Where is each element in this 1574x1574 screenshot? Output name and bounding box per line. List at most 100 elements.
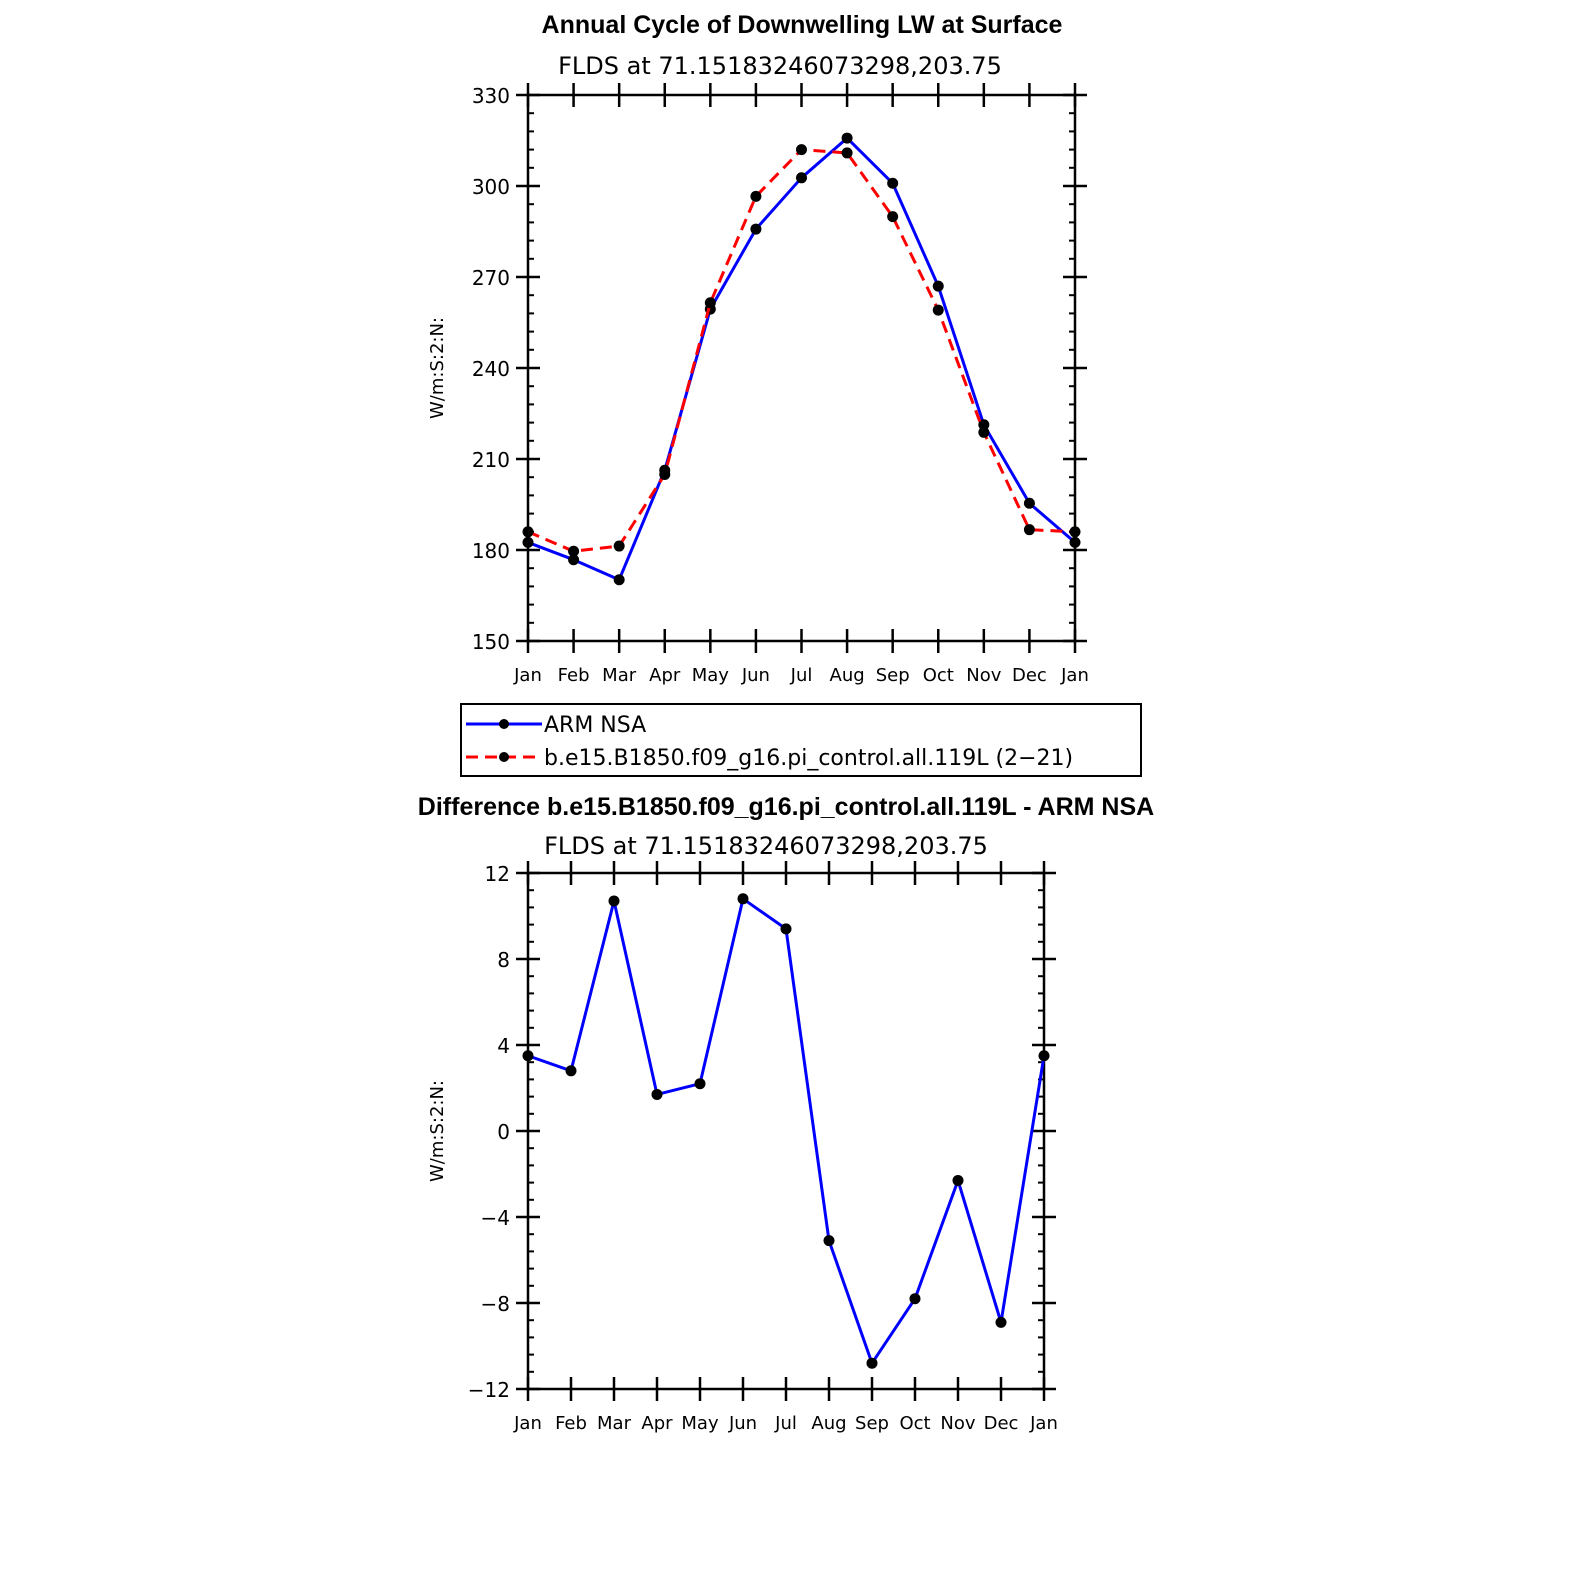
series-line-1 [527, 148, 1076, 553]
x-tick-label: Aug [811, 1413, 846, 1434]
data-point [750, 190, 762, 202]
data-point [613, 574, 625, 586]
legend-marker-arm-nsa [499, 719, 509, 729]
y-tick-label: 4 [497, 1034, 510, 1058]
y-tick-label: −8 [481, 1292, 510, 1316]
x-tick-label: Jul [774, 1413, 797, 1434]
data-point [995, 1316, 1007, 1328]
data-point [887, 211, 899, 223]
data-point [651, 1088, 663, 1100]
data-point [866, 1357, 878, 1369]
data-point [613, 540, 625, 552]
axis-ticks: Jan Feb Mar Apr May Jun Jul Aug Sep Oct Nov Dec Jan−… [468, 861, 1058, 1434]
y-tick-label: 0 [497, 1120, 510, 1144]
chart-subtitle: FLDS at 71.15183246073298,203.75 [544, 832, 988, 860]
chart-title: Difference b.e15.B1850.f09_g16.pi_contro… [418, 793, 1154, 821]
data-point [823, 1235, 835, 1247]
series-group [522, 132, 1081, 586]
x-tick-label: Jul [790, 665, 813, 686]
x-tick-label: Aug [830, 665, 865, 686]
legend-box [460, 703, 1142, 777]
y-tick-label: 8 [497, 948, 510, 972]
data-point [750, 223, 762, 235]
x-tick-label: May [692, 665, 730, 686]
x-tick-label: Oct [923, 665, 954, 686]
chart-subtitle: FLDS at 71.15183246073298,203.75 [558, 52, 1002, 80]
x-tick-label: Feb [558, 665, 590, 686]
data-point [978, 426, 990, 438]
x-tick-label: Sep [876, 665, 910, 686]
annual-cycle-chart: Annual Cycle of Downwelling LW at Surfac… [427, 11, 1089, 686]
y-tick-label: 150 [472, 630, 510, 654]
data-point [1023, 524, 1035, 536]
data-point [522, 536, 534, 548]
data-point [565, 1065, 577, 1077]
data-point [841, 147, 853, 159]
data-point [887, 177, 899, 189]
data-point [1069, 536, 1081, 548]
data-point [1023, 497, 1035, 509]
data-point [796, 172, 807, 184]
data-point [608, 895, 620, 907]
x-tick-label: Jun [741, 665, 770, 686]
y-tick-label: 180 [472, 539, 510, 563]
data-point [796, 144, 807, 156]
data-point [841, 132, 853, 144]
chart-title: Annual Cycle of Downwelling LW at Surfac… [542, 11, 1063, 39]
x-tick-label: Jan [513, 1413, 542, 1434]
x-tick-label: Nov [966, 665, 1001, 686]
x-tick-label: Mar [602, 665, 637, 686]
x-tick-label: Apr [641, 1413, 673, 1434]
data-point [780, 923, 792, 935]
y-axis-label: W/m:S:2:N: [427, 317, 448, 419]
axis-ticks: Jan Feb Mar Apr May Jun Jul Aug Sep Oct Nov Dec Jan1… [472, 83, 1089, 686]
series-line-0 [527, 136, 1076, 582]
x-tick-label: Jan [513, 665, 542, 686]
data-point [932, 304, 944, 316]
y-tick-label: 270 [472, 266, 510, 290]
y-tick-label: 240 [472, 357, 510, 381]
x-tick-label: Jan [1029, 1413, 1058, 1434]
y-tick-label: 330 [472, 84, 510, 108]
data-point [704, 297, 716, 309]
x-tick-label: Feb [555, 1413, 587, 1434]
series-group [522, 893, 1050, 1369]
legend: ARM NSA b.e15.B1850.f09_g16.pi_control.a… [460, 703, 1142, 777]
x-tick-label: Dec [1012, 665, 1047, 686]
x-tick-label: Nov [940, 1413, 975, 1434]
x-tick-label: Oct [899, 1413, 930, 1434]
difference-chart: Difference b.e15.B1850.f09_g16.pi_contro… [418, 793, 1154, 1434]
legend-label-model: b.e15.B1850.f09_g16.pi_control.all.119L … [544, 746, 1073, 771]
data-point [932, 280, 944, 292]
plot-frame [526, 871, 1046, 1391]
x-tick-label: Dec [984, 1413, 1019, 1434]
y-tick-label: 300 [472, 175, 510, 199]
y-tick-label: −12 [468, 1378, 510, 1402]
x-tick-label: Jan [1060, 665, 1089, 686]
data-point [694, 1078, 706, 1090]
data-point [568, 545, 580, 557]
data-point [737, 893, 749, 905]
data-point [659, 468, 671, 480]
data-point [522, 526, 534, 538]
x-tick-label: Mar [597, 1413, 632, 1434]
data-point [568, 554, 580, 566]
y-tick-label: 210 [472, 448, 510, 472]
data-point [952, 1174, 964, 1186]
y-axis-label: W/m:S:2:N: [427, 1080, 448, 1182]
series-line-0 [527, 897, 1046, 1365]
data-point [1069, 526, 1081, 538]
y-tick-label: −4 [481, 1206, 510, 1230]
x-tick-label: May [681, 1413, 719, 1434]
data-point [978, 419, 990, 431]
data-point [522, 1050, 534, 1062]
y-tick-label: 12 [485, 862, 510, 886]
data-point [909, 1293, 921, 1305]
x-tick-label: Apr [649, 665, 681, 686]
legend-label-arm-nsa: ARM NSA [544, 713, 646, 738]
legend-marker-model [499, 752, 509, 762]
x-tick-label: Jun [728, 1413, 757, 1434]
x-tick-label: Sep [855, 1413, 889, 1434]
data-point [1038, 1050, 1050, 1062]
